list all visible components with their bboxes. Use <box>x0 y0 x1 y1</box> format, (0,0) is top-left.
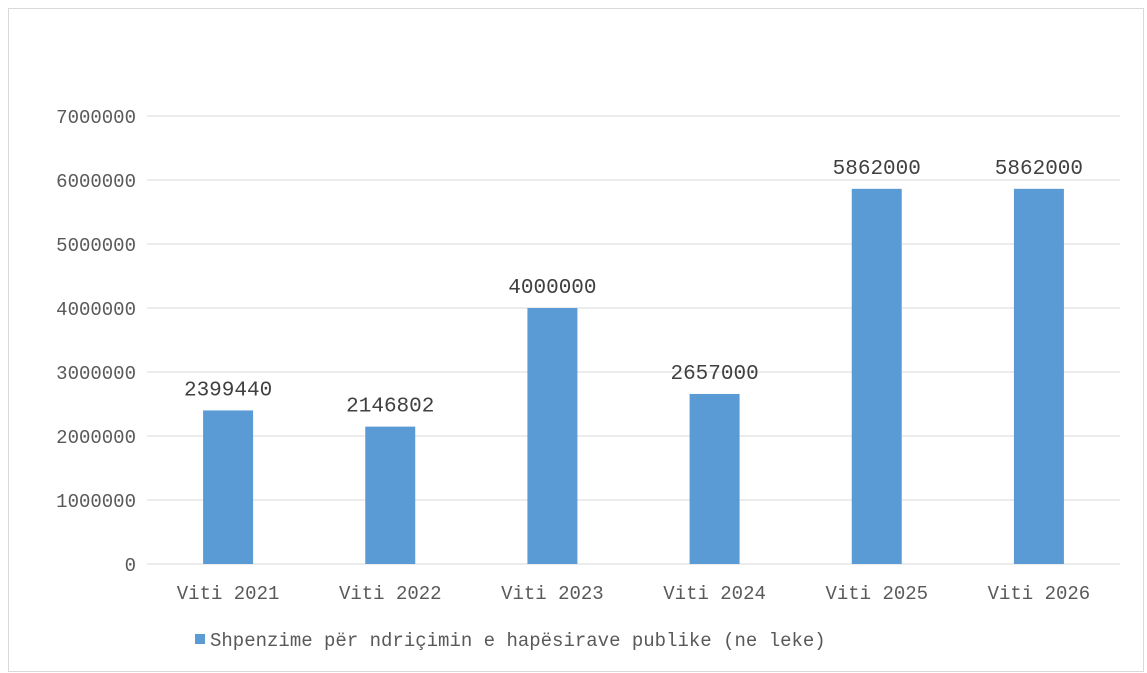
data-label: 4000000 <box>508 277 596 300</box>
bar <box>689 393 740 564</box>
y-tick-label: 3000000 <box>56 363 136 385</box>
y-tick-label: 7000000 <box>56 107 136 129</box>
bar <box>203 410 254 564</box>
y-tick-label: 6000000 <box>56 171 136 193</box>
y-axis-tick-labels: 0 1000000 2000000 3000000 4000000 5000000 6000… <box>56 107 136 577</box>
legend-label: Shpenzime për ndriçimin e hapësirave pub… <box>210 630 826 652</box>
legend: Shpenzime për ndriçimin e hapësirave pub… <box>195 630 826 652</box>
bar <box>1013 188 1064 564</box>
x-tick-label: Viti 2024 <box>663 583 766 605</box>
y-tick-label: 4000000 <box>56 299 136 321</box>
data-label: 2399440 <box>184 379 272 402</box>
bar <box>527 308 578 564</box>
bar <box>365 426 416 564</box>
x-tick-label: Viti 2025 <box>825 583 928 605</box>
x-tick-label: Viti 2021 <box>177 583 280 605</box>
y-tick-label: 2000000 <box>56 427 136 449</box>
x-tick-label: Viti 2022 <box>339 583 442 605</box>
bars <box>203 188 1064 564</box>
data-label: 2146802 <box>346 396 434 419</box>
y-tick-label: 5000000 <box>56 235 136 257</box>
y-tick-label: 0 <box>125 555 136 577</box>
data-label: 5862000 <box>833 158 921 181</box>
bar <box>851 188 902 564</box>
gridlines <box>147 115 1120 565</box>
x-tick-label: Viti 2023 <box>501 583 604 605</box>
x-tick-label: Viti 2026 <box>988 583 1091 605</box>
data-label: 5862000 <box>995 158 1083 181</box>
data-labels: 2399440 2146802 4000000 2657000 5862000 58620… <box>184 158 1083 419</box>
legend-swatch-icon <box>195 634 205 644</box>
y-tick-label: 1000000 <box>56 491 136 513</box>
x-axis-category-labels: Viti 2021 Viti 2022 Viti 2023 Viti 2024 Viti… <box>177 583 1090 605</box>
data-label: 2657000 <box>670 363 758 386</box>
